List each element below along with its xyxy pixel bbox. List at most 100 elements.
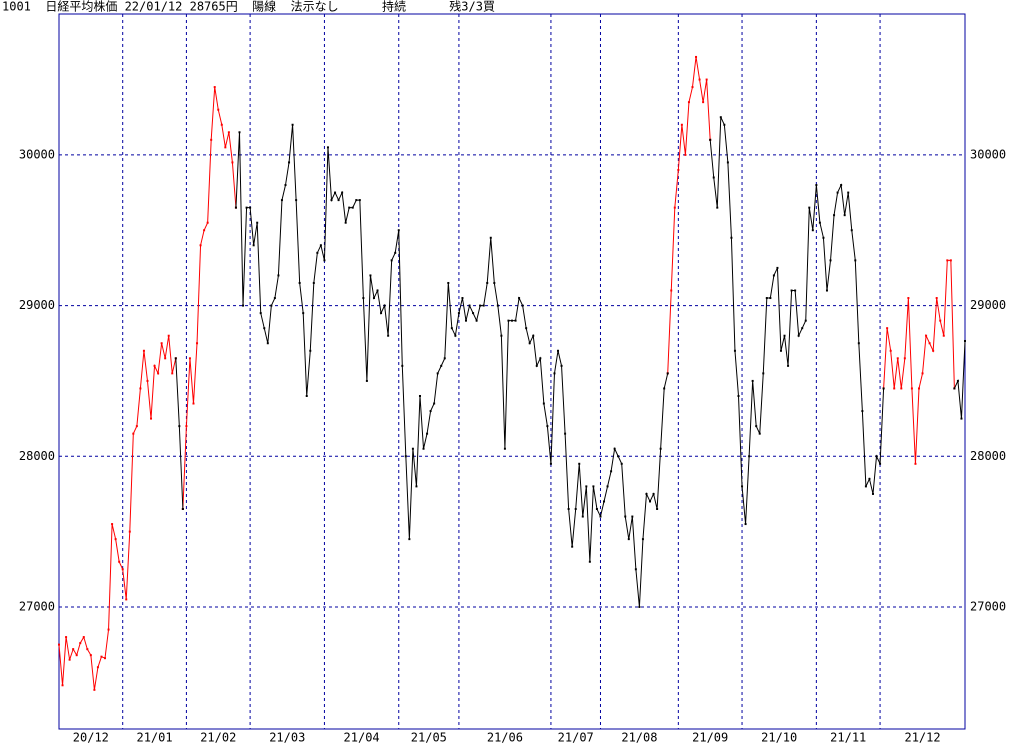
price-point — [613, 447, 616, 450]
price-point — [397, 229, 400, 232]
price-point — [624, 515, 627, 518]
price-point — [511, 319, 513, 322]
price-point — [426, 432, 429, 435]
price-point — [79, 642, 82, 645]
x-tick-label: 21/04 — [344, 731, 380, 745]
price-point — [889, 349, 892, 352]
price-point — [415, 485, 418, 488]
price-point — [323, 259, 326, 262]
price-point — [680, 123, 683, 126]
price-point — [507, 319, 510, 322]
price-point — [730, 236, 733, 239]
chart-title: 1001 日経平均株価 22/01/12 28765円 陽線 法示なし 持続 残… — [2, 0, 495, 14]
price-point — [65, 636, 68, 639]
price-point — [641, 538, 644, 541]
price-point — [521, 304, 524, 307]
price-point — [854, 259, 857, 262]
price-point — [532, 334, 535, 337]
price-point — [111, 523, 114, 526]
price-point — [443, 357, 446, 360]
price-point — [365, 379, 368, 382]
price-point — [518, 297, 521, 300]
price-point — [525, 327, 528, 330]
price-point — [411, 447, 414, 450]
price-point — [291, 123, 294, 126]
price-point — [932, 349, 935, 352]
price-point — [256, 221, 259, 224]
price-point — [762, 372, 765, 375]
price-point — [896, 357, 899, 360]
price-point — [146, 379, 149, 382]
price-point — [935, 297, 938, 300]
price-point — [588, 560, 591, 563]
price-point — [89, 654, 92, 657]
price-point — [871, 492, 874, 495]
price-point — [914, 462, 917, 465]
price-point — [861, 410, 864, 413]
price-point — [196, 342, 199, 345]
price-point — [107, 628, 110, 631]
price-point — [309, 349, 312, 352]
price-point — [135, 425, 138, 428]
price-point — [574, 508, 577, 510]
price-point — [206, 221, 209, 224]
price-point — [334, 191, 337, 194]
price-point — [684, 153, 687, 156]
price-point — [125, 598, 128, 601]
price-point — [953, 387, 956, 390]
price-point — [72, 648, 75, 651]
price-point — [751, 379, 754, 382]
price-point — [804, 319, 807, 322]
price-point — [939, 319, 942, 322]
price-point — [557, 349, 560, 352]
price-point — [128, 530, 131, 533]
price-point — [150, 417, 153, 420]
price-point — [422, 447, 425, 450]
price-point — [652, 492, 655, 495]
price-point — [231, 161, 234, 164]
price-point — [910, 387, 913, 390]
price-point — [673, 206, 676, 209]
price-point — [263, 327, 266, 330]
price-point — [238, 131, 241, 134]
price-line — [175, 117, 966, 607]
price-point — [627, 538, 630, 541]
price-point — [372, 297, 375, 300]
price-point — [886, 327, 889, 330]
price-point — [514, 319, 517, 322]
price-point — [631, 515, 634, 518]
price-point — [840, 184, 843, 187]
price-point — [925, 334, 928, 337]
price-point — [617, 455, 620, 458]
y2-tick-label: 30000 — [970, 147, 1006, 161]
price-point — [744, 523, 747, 526]
price-point — [252, 244, 255, 247]
price-point — [581, 515, 584, 518]
price-point — [879, 462, 882, 465]
price-point — [96, 666, 99, 669]
price-point — [284, 184, 287, 187]
x-tick-label: 21/01 — [136, 731, 172, 745]
price-point — [610, 470, 613, 473]
y2-tick-label: 28000 — [970, 449, 1006, 463]
price-point — [603, 500, 606, 503]
price-point — [457, 312, 460, 315]
price-point — [677, 168, 680, 171]
price-point — [394, 251, 397, 254]
price-point — [86, 648, 89, 651]
price-point — [956, 379, 959, 382]
price-point — [362, 297, 365, 300]
price-point — [670, 289, 673, 292]
price-point — [429, 410, 432, 413]
x-tick-label: 21/11 — [830, 731, 866, 745]
price-point — [949, 259, 952, 262]
price-point — [592, 485, 595, 488]
price-point — [917, 387, 920, 390]
price-point — [280, 199, 283, 202]
price-point — [337, 199, 340, 202]
price-point — [472, 312, 475, 315]
price-point — [227, 131, 230, 134]
price-point — [82, 636, 85, 639]
price-point — [903, 357, 906, 360]
x-tick-label: 21/10 — [761, 731, 797, 745]
